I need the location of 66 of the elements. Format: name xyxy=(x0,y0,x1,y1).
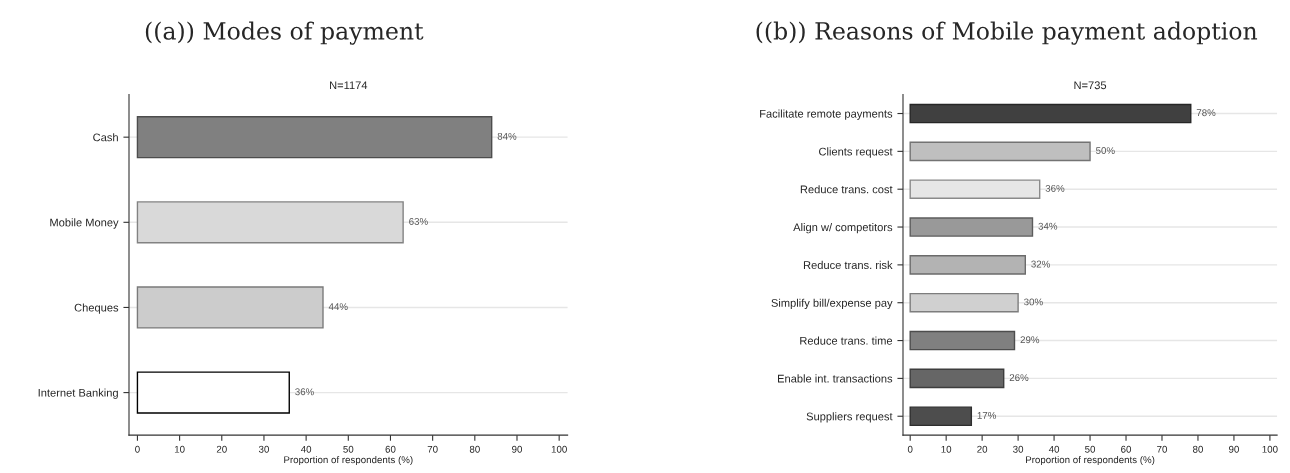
bar xyxy=(909,141,1091,162)
x-tick-label: 0 xyxy=(135,445,140,453)
chart-title: ((a)) Modes of payment xyxy=(145,21,424,45)
bar xyxy=(136,286,324,329)
y-tick-label: Suppliers request xyxy=(806,412,893,423)
y-tick-label: Mobile Money xyxy=(50,218,119,229)
x-tick-label: 20 xyxy=(977,445,988,453)
y-tick-label: Reduce trans. cost xyxy=(800,185,893,194)
data-label: 32% xyxy=(1031,260,1050,268)
x-tick-label: 30 xyxy=(258,445,269,453)
bar xyxy=(909,368,1005,389)
data-label: 44% xyxy=(328,303,348,311)
x-axis-title: Proportion of respondents (%) xyxy=(1026,456,1155,466)
bar xyxy=(909,292,1019,313)
x-tick-label: 10 xyxy=(174,445,185,453)
bar xyxy=(909,217,1034,237)
y-tick-label: Clients request xyxy=(819,147,893,158)
data-label: 84% xyxy=(497,132,517,140)
bar xyxy=(136,371,290,414)
bar xyxy=(136,201,404,244)
x-tick-label: 0 xyxy=(907,445,913,453)
bar xyxy=(909,406,973,427)
y-tick-label: Align w/ competitors xyxy=(793,223,893,234)
x-tick-label: 70 xyxy=(427,445,438,453)
x-tick-label: 70 xyxy=(1157,445,1168,453)
data-label: 78% xyxy=(1196,109,1216,117)
x-tick-label: 60 xyxy=(385,445,396,453)
x-tick-label: 20 xyxy=(216,445,227,453)
chart-subtitle: N=735 xyxy=(1074,81,1107,90)
y-tick-label: Enable int. transactions xyxy=(778,374,893,383)
bar xyxy=(909,255,1026,275)
data-label: 36% xyxy=(1045,184,1065,192)
y-tick-label: Reduce trans. time xyxy=(800,336,893,345)
x-tick-label: 90 xyxy=(1228,445,1239,453)
data-label: 30% xyxy=(1024,298,1043,306)
x-tick-label: 80 xyxy=(469,445,480,453)
x-tick-label: 100 xyxy=(551,445,567,453)
x-tick-label: 30 xyxy=(1013,445,1024,453)
x-tick-label: 10 xyxy=(941,445,952,453)
y-tick-label: Facilitate remote payments xyxy=(760,109,893,120)
data-label: 36% xyxy=(295,388,314,396)
bar xyxy=(909,103,1192,124)
chart-title: ((b)) Reasons of Mobile payment adoption xyxy=(756,21,1258,45)
x-tick-label: 50 xyxy=(343,445,354,453)
x-tick-label: 90 xyxy=(512,445,523,453)
x-tick-label: 40 xyxy=(300,445,312,453)
x-tick-label: 40 xyxy=(1048,445,1060,453)
x-tick-label: 80 xyxy=(1192,445,1203,453)
data-label: 34% xyxy=(1038,222,1058,230)
y-tick-label: Simplify bill/expense pay xyxy=(771,298,893,310)
data-label: 17% xyxy=(977,412,997,419)
x-tick-label: 60 xyxy=(1121,445,1132,453)
data-label: 29% xyxy=(1020,336,1040,344)
chart-subtitle: N=1174 xyxy=(330,81,368,90)
bar xyxy=(909,330,1016,351)
data-label: 26% xyxy=(1009,374,1029,382)
y-tick-label: Cash xyxy=(93,133,118,142)
y-tick-label: Reduce trans. risk xyxy=(803,260,893,270)
bar xyxy=(136,116,493,159)
x-axis-title: Proportion of respondents (%) xyxy=(284,456,413,466)
data-label: 50% xyxy=(1095,147,1115,154)
x-tick-label: 100 xyxy=(1262,445,1278,453)
y-tick-label: Internet Banking xyxy=(38,388,118,399)
data-label: 63% xyxy=(409,218,428,225)
x-tick-label: 50 xyxy=(1085,445,1096,453)
y-tick-label: Cheques xyxy=(74,303,119,314)
